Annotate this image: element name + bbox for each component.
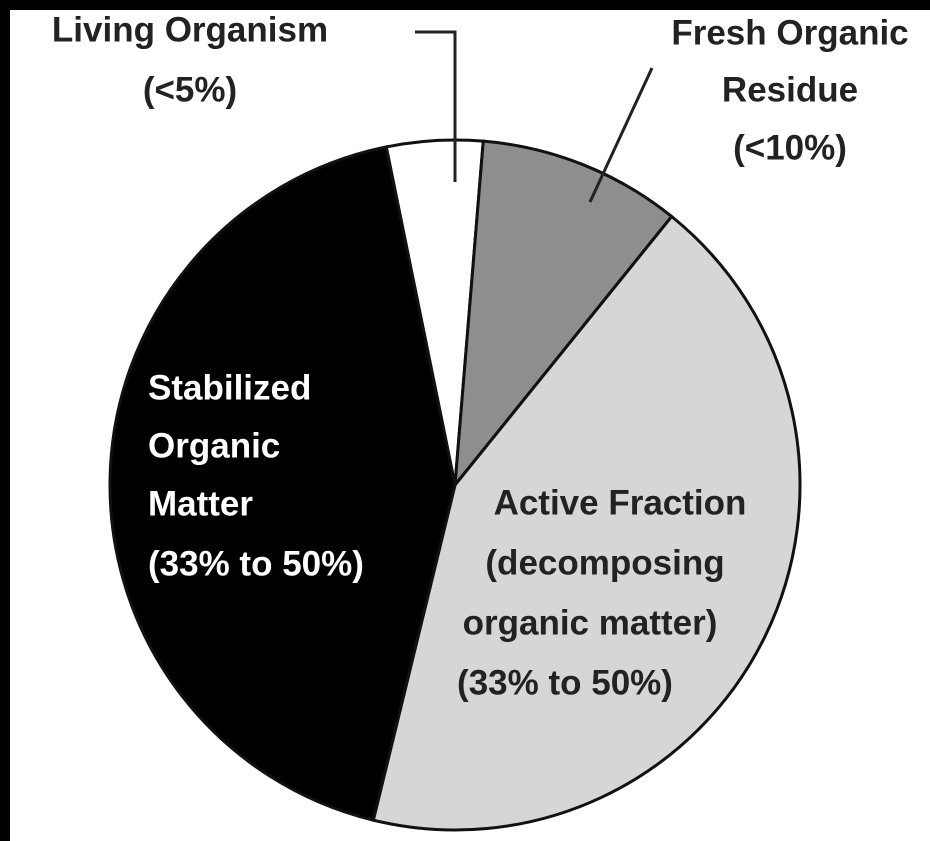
slice-label: Fresh Organic bbox=[671, 13, 908, 52]
leader-line bbox=[415, 30, 457, 182]
pie-slice bbox=[453, 139, 674, 490]
slice-label: Living Organism bbox=[52, 10, 328, 49]
value-label: (33% to 50%) bbox=[457, 663, 673, 702]
leader-line bbox=[588, 67, 654, 203]
value-label: (33% to 50%) bbox=[148, 544, 364, 583]
pie bbox=[108, 138, 802, 832]
labels: Living Organism (<5%) Fresh Organic Residue… bbox=[52, 10, 909, 702]
pie-slice bbox=[108, 145, 457, 822]
slice-label: Stabilized bbox=[148, 368, 311, 407]
value-label: (<10%) bbox=[733, 128, 847, 167]
slice-label: Organic bbox=[148, 426, 280, 465]
slice-label: Active Fraction bbox=[494, 483, 747, 522]
value-label: (<5%) bbox=[143, 70, 237, 109]
pie-slice bbox=[371, 214, 802, 832]
slice-label: Residue bbox=[722, 70, 858, 109]
slice-label: (decomposing bbox=[485, 543, 724, 582]
slice-label: organic matter) bbox=[463, 603, 718, 642]
slice-label: Matter bbox=[148, 484, 253, 523]
